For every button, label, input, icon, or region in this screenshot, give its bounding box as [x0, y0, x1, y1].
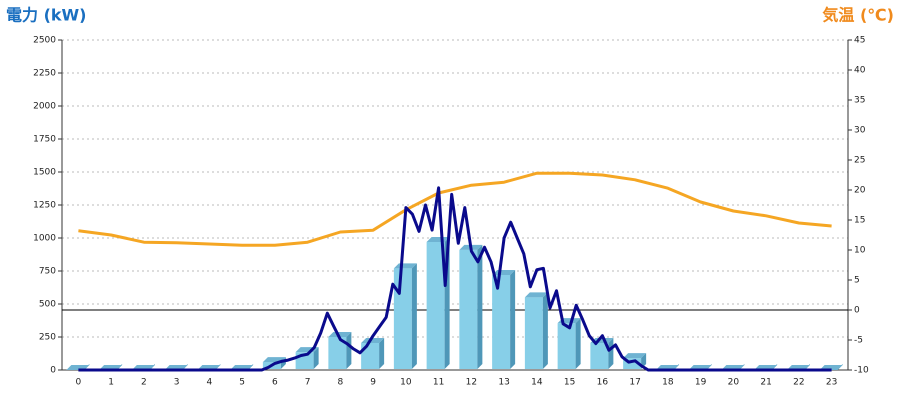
y-tick-label: 1000: [33, 234, 56, 244]
bar-part: [524, 292, 548, 298]
y2-tick-label: 15: [854, 216, 865, 226]
x-tick-label: 11: [433, 378, 444, 388]
bar-part: [411, 263, 417, 369]
y2-tick-label: 30: [854, 126, 866, 136]
y2-tick-label: 20: [854, 186, 866, 196]
bar-part: [393, 263, 417, 269]
x-tick-label: 8: [338, 378, 344, 388]
bar: [459, 244, 483, 369]
bar-part: [379, 337, 385, 369]
bar-part: [313, 347, 319, 369]
bar-part: [492, 269, 516, 275]
bar-part: [426, 236, 450, 242]
bar-part: [510, 269, 516, 369]
x-tick-label: 14: [531, 378, 543, 388]
bar-part: [590, 342, 609, 369]
x-tick-label: 3: [174, 378, 180, 388]
y-tick-label: 2250: [33, 69, 56, 79]
x-tick-label: 7: [305, 378, 311, 388]
x-tick-label: 18: [662, 378, 674, 388]
bar-part: [328, 332, 352, 337]
bar-part: [575, 318, 581, 369]
y2-axis-title: 気温 (℃): [822, 6, 894, 25]
y-tick-label: 2000: [33, 102, 56, 112]
x-tick-label: 5: [239, 378, 245, 388]
y-tick-label: 750: [39, 267, 56, 277]
bar: [361, 337, 385, 369]
y-tick-label: 1500: [33, 168, 56, 178]
y-tick-label: 500: [39, 300, 56, 310]
x-tick-label: 23: [826, 378, 837, 388]
bar-part: [623, 358, 642, 369]
y2-tick-label: 25: [854, 156, 865, 166]
bar: [492, 269, 516, 369]
y-axis-title: 電力 (kW): [6, 6, 87, 25]
x-tick-label: 0: [76, 378, 82, 388]
x-tick-label: 9: [370, 378, 376, 388]
x-tick-label: 16: [597, 378, 609, 388]
y2-tick-label: -5: [854, 336, 863, 346]
bar-part: [623, 353, 647, 359]
y-tick-label: 1750: [33, 135, 56, 145]
y-tick-label: 2500: [33, 36, 56, 46]
bar: [623, 353, 647, 369]
bar-part: [426, 241, 445, 369]
x-tick-label: 21: [760, 378, 771, 388]
x-tick-label: 12: [466, 378, 477, 388]
y2-tick-label: -10: [854, 366, 869, 376]
x-tick-label: 2: [141, 378, 147, 388]
bar-part: [459, 249, 478, 369]
x-tick-label: 4: [207, 378, 213, 388]
bar: [328, 332, 352, 369]
bar: [295, 347, 319, 369]
x-tick-label: 15: [564, 378, 575, 388]
y2-tick-label: 0: [854, 306, 860, 316]
bar-part: [542, 292, 548, 369]
y2-tick-label: 10: [854, 246, 866, 256]
y-tick-label: 0: [50, 366, 56, 376]
bar: [524, 292, 548, 369]
bar: [393, 263, 417, 369]
x-tick-label: 13: [498, 378, 509, 388]
power-line: [78, 186, 832, 372]
y-tick-label: 250: [39, 333, 56, 343]
x-tick-label: 17: [629, 378, 640, 388]
bar-part: [557, 323, 576, 369]
x-tick-label: 20: [728, 378, 740, 388]
temperature-line: [78, 171, 832, 247]
y-tick-label: 1250: [33, 201, 56, 211]
bar-part: [608, 337, 614, 369]
x-tick-label: 22: [793, 378, 804, 388]
x-tick-label: 6: [272, 378, 278, 388]
bar: [557, 318, 581, 369]
bar-part: [361, 342, 380, 369]
bar-part: [524, 297, 543, 369]
bar-part: [361, 337, 385, 343]
x-tick-label: 10: [400, 378, 412, 388]
bar-part: [477, 244, 483, 369]
bar-part: [346, 332, 352, 369]
y2-tick-label: 40: [854, 66, 866, 76]
bar-part: [492, 274, 511, 369]
x-tick-label: 19: [695, 378, 707, 388]
y2-tick-label: 45: [854, 36, 865, 46]
bar-part: [393, 268, 412, 369]
y2-tick-label: 5: [854, 276, 860, 286]
y2-tick-label: 35: [854, 96, 865, 106]
x-tick-label: 1: [108, 378, 114, 388]
bar-part: [328, 337, 347, 369]
